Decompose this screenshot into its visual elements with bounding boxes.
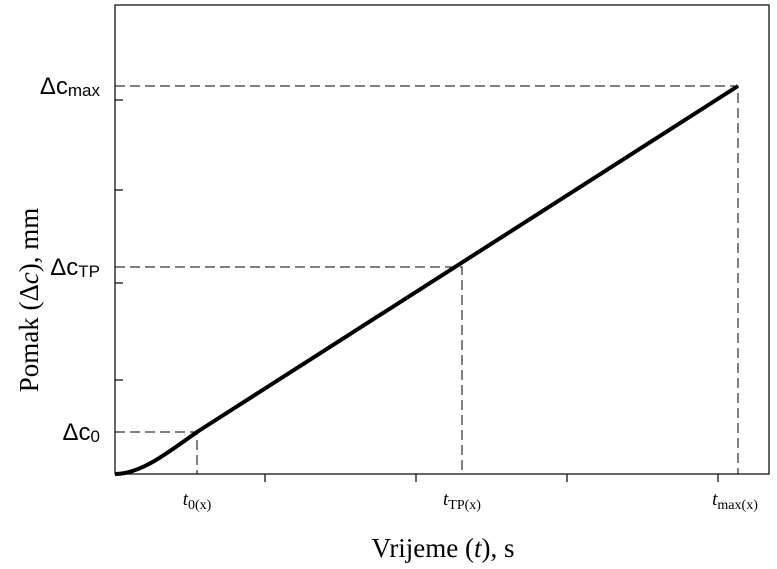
- label-part: Δc: [50, 254, 78, 281]
- x-label: tTP(x): [443, 489, 481, 513]
- label-part: t: [712, 489, 718, 510]
- label-part: t: [443, 489, 449, 510]
- label-part: Δc: [63, 419, 91, 446]
- label-part: t: [183, 489, 189, 510]
- label-part: ), s: [482, 533, 515, 563]
- label-part: TP: [78, 262, 100, 281]
- y-label: ΔcTP: [50, 254, 100, 281]
- guide-tp: [115, 266, 463, 474]
- plot-frame: [114, 4, 770, 475]
- y-axis-title: Pomak (Δc), mm: [14, 208, 44, 393]
- label-part: c: [14, 272, 44, 284]
- y-label: Δcmax: [40, 73, 101, 100]
- x-label: t0(x): [183, 489, 212, 513]
- label-part: TP(x): [448, 498, 481, 513]
- label-part: max: [68, 81, 101, 100]
- label-part: 0(x): [188, 498, 212, 513]
- curve: [114, 84, 740, 476]
- label-part: ), mm: [14, 208, 44, 273]
- label-part: Vrijeme (: [371, 533, 474, 563]
- guide-0: [115, 431, 198, 474]
- y-label: Δc0: [63, 419, 101, 446]
- label-part: Pomak (: [14, 302, 44, 393]
- label-part: max(x): [717, 498, 758, 513]
- label-part: t: [474, 533, 483, 563]
- label-part: Δ: [14, 284, 44, 301]
- x-axis-title: Vrijeme (t), s: [371, 533, 514, 563]
- x-label: tmax(x): [712, 489, 758, 513]
- x-labels: t0(x) tTP(x) tmax(x): [183, 489, 758, 513]
- label-part: 0: [91, 427, 100, 446]
- y-labels: Δcmax ΔcTP Δc0: [40, 73, 101, 446]
- frame: [114, 4, 770, 482]
- label-part: Δc: [40, 73, 68, 100]
